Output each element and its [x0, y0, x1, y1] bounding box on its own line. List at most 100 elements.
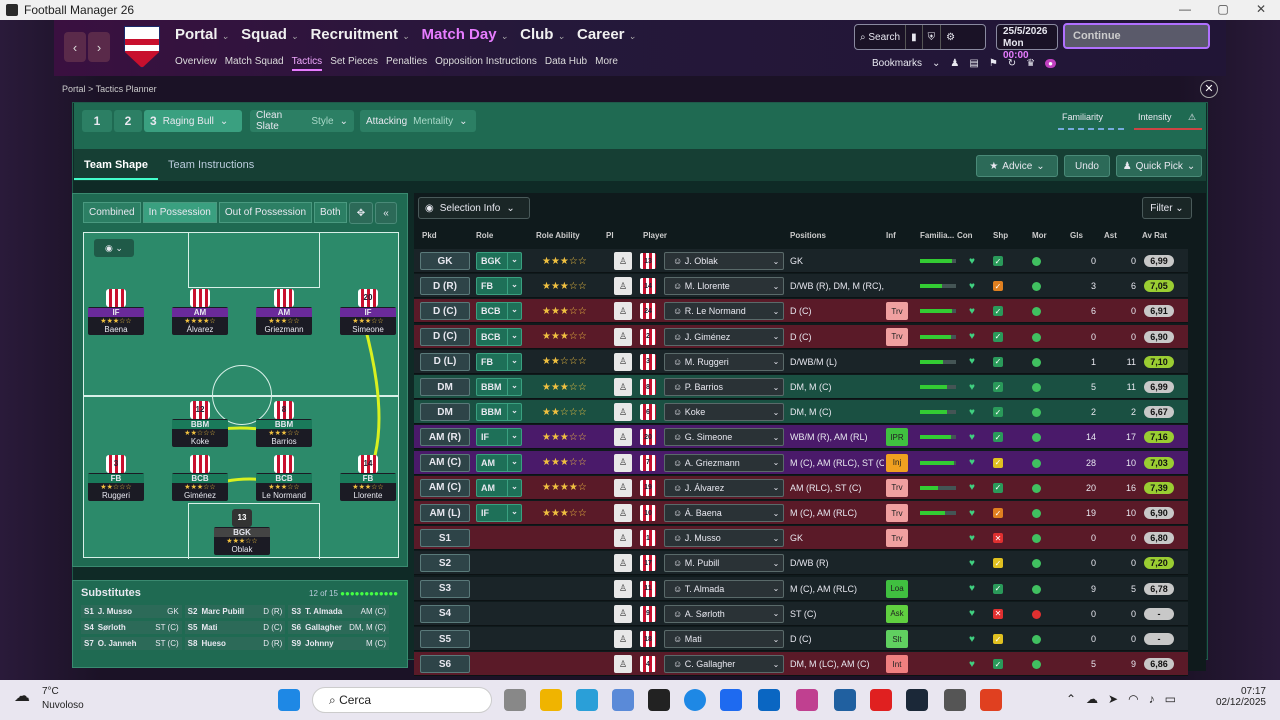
taskbar-search[interactable]: ⌕ Cerca	[312, 687, 492, 713]
subnav-opposition-instructions[interactable]: Opposition Instructions	[435, 56, 537, 67]
intensity-meter[interactable]: Intensity ⚠	[1134, 110, 1202, 130]
column-header[interactable]: Player	[643, 231, 668, 240]
position-slot[interactable]: DM	[420, 378, 470, 396]
role-dropdown[interactable]: BGK ⌄	[476, 252, 522, 270]
column-header[interactable]: Pkd	[422, 231, 437, 240]
column-header[interactable]: Role Ability	[536, 231, 580, 240]
player-instructions-icon[interactable]: ♙	[614, 327, 632, 346]
system-tray[interactable]: ⌃☁➤◠♪▭	[1066, 692, 1186, 706]
role-dropdown[interactable]: AM ⌄	[476, 478, 522, 497]
position-slot[interactable]: AM (L)	[420, 504, 470, 522]
position-slot[interactable]: S1	[420, 529, 470, 548]
player-name-dropdown[interactable]: ☺ T. Almada ⌄	[664, 579, 784, 598]
player-instructions-icon[interactable]: ♙	[614, 252, 632, 270]
role-dropdown[interactable]: BBM ⌄	[476, 378, 522, 396]
help-icon[interactable]	[684, 689, 706, 711]
pitch-player-simeone[interactable]: 20 IF ★★★☆☆ Simeone	[340, 289, 396, 335]
badge-icon[interactable]: ⛨	[923, 25, 942, 49]
football-manager-icon[interactable]	[944, 689, 966, 711]
clock[interactable]: 07:17 02/12/2025	[1215, 686, 1266, 708]
trophy-icon[interactable]: ♛	[1026, 58, 1036, 69]
chevron-down-icon[interactable]: ⌄	[772, 357, 780, 367]
player-row[interactable]: D (L) FB ⌄ ★★☆☆☆ ♙ 3 ☺ M. Ruggeri ⌄ D/WB/M (L) ♥ ✓…	[414, 349, 1188, 374]
player-name-dropdown[interactable]: ☺ Mati ⌄	[664, 630, 784, 648]
position-slot[interactable]: D (C)	[420, 302, 470, 321]
info-badge[interactable]: Loa	[886, 579, 908, 598]
chevron-down-icon[interactable]: ⌄	[932, 58, 941, 69]
close-icon[interactable]: ✕	[1200, 80, 1218, 98]
club-crest[interactable]	[124, 26, 160, 68]
chevron-down-icon[interactable]: ⌄	[772, 584, 780, 594]
subnav-data-hub[interactable]: Data Hub	[544, 56, 588, 67]
tactic-slot-2[interactable]: 2	[114, 110, 142, 132]
minimize-icon[interactable]: —	[1179, 2, 1191, 16]
tab-in-possession[interactable]: In Possession	[142, 202, 217, 223]
player-name-dropdown[interactable]: ☺ A. Griezmann ⌄	[664, 453, 784, 472]
pitch-player-alvarez[interactable]: AM ★★★★☆ Álvarez	[172, 289, 228, 335]
role-dropdown[interactable]: BCB ⌄	[476, 302, 522, 321]
player-instructions-icon[interactable]: ♙	[614, 453, 632, 472]
role-dropdown[interactable]: BBM ⌄	[476, 403, 522, 422]
position-slot[interactable]: S6	[420, 655, 470, 674]
pitch-player-le-normand[interactable]: BCB ★★★☆☆ Le Normand	[256, 455, 312, 501]
player-name-dropdown[interactable]: ☺ J. Álvarez ⌄	[664, 478, 784, 497]
player-name-dropdown[interactable]: ☺ J. Oblak ⌄	[664, 252, 784, 270]
settings-icon[interactable]: ⚙	[946, 31, 956, 43]
search-button[interactable]: ⌕ Search	[855, 25, 907, 49]
pitch-tool-icon[interactable]: ✥	[349, 202, 373, 224]
store-icon[interactable]	[612, 689, 634, 711]
info-badge[interactable]: Trv	[886, 302, 908, 321]
chevron-down-icon[interactable]: ⌄	[772, 306, 780, 316]
sub-slot[interactable]: S1 J. Musso GK	[81, 605, 182, 618]
tab-team-instructions[interactable]: Team Instructions	[168, 159, 255, 171]
position-slot[interactable]: DM	[420, 403, 470, 422]
pitch-player-llorente[interactable]: 14 FB ★★★☆☆ Llorente	[340, 455, 396, 501]
pitch-player-koke[interactable]: 12 BBM ★★☆☆☆ Koke	[172, 401, 228, 447]
player-row[interactable]: S2 ♙ 17 ☺ M. Pubill ⌄ D/WB (R) ♥ ✓ 0 0 7,20	[414, 551, 1188, 576]
player-name-dropdown[interactable]: ☺ Koke ⌄	[664, 403, 784, 422]
dropbox-icon[interactable]	[720, 689, 742, 711]
player-name-dropdown[interactable]: ☺ M. Ruggeri ⌄	[664, 352, 784, 371]
chevron-down-icon[interactable]: ⌄	[772, 256, 780, 266]
player-instructions-icon[interactable]: ♙	[614, 554, 632, 573]
player-instructions-icon[interactable]: ♙	[614, 352, 632, 371]
column-header[interactable]: Mor	[1032, 231, 1047, 240]
column-header[interactable]: Role	[476, 231, 494, 240]
sub-slot[interactable]: S5 Mati D (C)	[184, 621, 286, 634]
info-badge[interactable]: IPR	[886, 428, 908, 447]
column-header[interactable]: Positions	[790, 231, 827, 240]
player-instructions-icon[interactable]: ♙	[614, 403, 632, 422]
sub-slot[interactable]: S3 T. Almada AM (C)	[288, 605, 389, 618]
player-row[interactable]: D (C) BCB ⌄ ★★★☆☆ ♙ 24 ☺ R. Le Normand ⌄ D (C) Tr…	[414, 299, 1188, 324]
position-slot[interactable]: S5	[420, 630, 470, 648]
filter-button[interactable]: Filter ⌄	[1142, 197, 1192, 219]
player-instructions-icon[interactable]: ♙	[614, 277, 632, 296]
chevron-down-icon[interactable]: ⌄	[507, 403, 521, 422]
role-dropdown[interactable]: FB ⌄	[476, 352, 522, 371]
nav-club[interactable]: Club ⌄	[520, 26, 565, 43]
tactic-slot-1[interactable]: 1	[82, 110, 112, 132]
info-badge[interactable]: Inj	[886, 453, 908, 472]
player-row[interactable]: DM BBM ⌄ ★★★☆☆ ♙ 8 ☺ P. Barrios ⌄ DM, M (C) ♥ ✓ 5 11…	[414, 375, 1188, 399]
column-header[interactable]: Shp	[993, 231, 1009, 240]
subnav-set-pieces[interactable]: Set Pieces	[330, 56, 378, 67]
player-instructions-icon[interactable]: ♙	[614, 378, 632, 396]
chevron-down-icon[interactable]: ⌄	[507, 453, 521, 472]
chevron-down-icon[interactable]: ⌄	[507, 504, 521, 522]
player-name-dropdown[interactable]: ☺ M. Llorente ⌄	[664, 277, 784, 296]
chevron-down-icon[interactable]: ⌄	[772, 508, 780, 518]
nav-career[interactable]: Career ⌄	[576, 26, 637, 43]
player-instructions-icon[interactable]: ♙	[614, 302, 632, 321]
bookmarks-dropdown[interactable]: Bookmarks	[872, 58, 923, 69]
subnav-more[interactable]: More	[595, 56, 618, 67]
info-badge[interactable]: Ask	[886, 604, 908, 623]
advice-button[interactable]: ★ Advice ⌄	[976, 155, 1058, 177]
position-slot[interactable]: S2	[420, 554, 470, 573]
role-dropdown[interactable]: BCB ⌄	[476, 327, 522, 346]
undo-button[interactable]: Undo	[1064, 155, 1110, 177]
player-row[interactable]: AM (C) AM ⌄ ★★★★☆ ♙ 19 ☺ J. Álvarez ⌄ AM (RLC), …	[414, 475, 1188, 500]
info-badge[interactable]: Trv	[886, 504, 908, 522]
refresh-icon[interactable]: ↻	[1007, 58, 1017, 69]
quick-pick-button[interactable]: ♟ Quick Pick ⌄	[1116, 155, 1202, 177]
sub-slot[interactable]: S2 Marc Pubill D (R)	[184, 605, 286, 618]
